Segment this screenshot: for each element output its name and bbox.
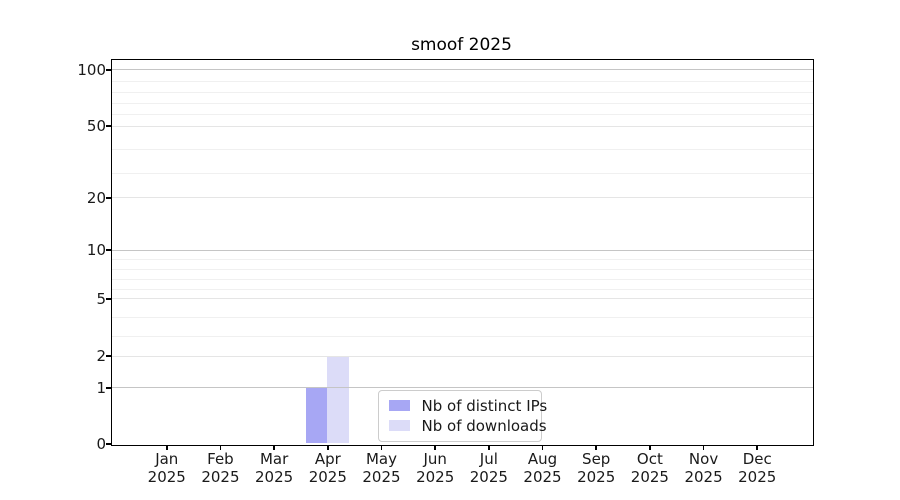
x-tick-jun: [434, 445, 436, 450]
x-tick-aug: [541, 445, 544, 450]
y-tick-10: [105, 249, 111, 251]
y-tick-0: [105, 443, 111, 445]
gridline-1: [111, 387, 813, 389]
x-tick-label-apr: Apr 2025: [293, 450, 363, 486]
x-tick-mar: [273, 445, 275, 450]
gridline-20: [111, 197, 813, 199]
x-tick-month: Apr: [314, 450, 341, 468]
x-tick-year: 2025: [255, 467, 294, 486]
x-tick-label-oct: Oct 2025: [615, 450, 685, 486]
legend: Nb of distinct IPs Nb of downloads: [377, 389, 547, 442]
minor-gridline-60: [111, 114, 813, 116]
x-tick-year: 2025: [523, 467, 562, 486]
y-tick-2: [105, 355, 111, 357]
y-tick-label-2: 2: [96, 347, 106, 366]
x-tick-sep: [595, 445, 597, 450]
x-tick-apr: [327, 445, 329, 450]
minor-gridline-70: [111, 103, 813, 105]
gridline-10: [111, 249, 813, 251]
minor-gridline-40: [111, 149, 813, 151]
y-tick-20: [105, 197, 111, 199]
y-tick-label-1: 1: [96, 378, 106, 397]
x-tick-label-aug: Aug 2025: [508, 450, 578, 486]
gridline-50: [111, 125, 813, 127]
y-tick-label-0: 0: [96, 435, 106, 453]
x-tick-month: May: [365, 450, 397, 468]
bar-downloads-apr: [327, 355, 349, 444]
x-tick-month: Mar: [259, 450, 289, 468]
x-tick-year: 2025: [201, 467, 240, 486]
gridline-2: [111, 355, 813, 357]
minor-gridline-7: [111, 278, 813, 280]
x-tick-jan: [166, 445, 168, 450]
x-tick-label-jun: Jun 2025: [400, 450, 470, 486]
gridline-100: [111, 69, 813, 71]
x-tick-dec: [756, 445, 758, 450]
x-tick-label-feb: Feb 2025: [185, 450, 255, 486]
y-tick-100: [105, 69, 111, 71]
x-tick-month: Jan: [155, 450, 179, 468]
x-tick-month: Jun: [423, 450, 447, 468]
y-tick-label-50: 50: [86, 117, 106, 136]
y-tick-label-5: 5: [96, 289, 106, 308]
minor-gridline-9: [111, 259, 813, 261]
x-tick-year: 2025: [630, 467, 669, 486]
minor-gridline-6: [111, 288, 813, 290]
y-tick-label-100: 100: [77, 60, 106, 79]
plot-area: Nb of distinct IPs Nb of downloads: [110, 58, 814, 446]
minor-gridline-3: [111, 336, 813, 338]
x-tick-month: Aug: [527, 450, 558, 468]
y-tick-5: [105, 298, 111, 300]
legend-swatch-distinct-ips: [388, 400, 410, 411]
legend-swatch-downloads: [388, 420, 410, 431]
minor-gridline-80: [111, 91, 813, 93]
x-tick-label-dec: Dec 2025: [722, 450, 792, 486]
minor-gridline-90: [111, 80, 813, 82]
x-tick-month: Dec: [742, 450, 772, 468]
x-tick-label-jan: Jan 2025: [132, 450, 202, 486]
legend-item-distinct-ips: Nb of distinct IPs: [388, 396, 547, 416]
minor-gridline-30: [111, 173, 813, 175]
x-tick-month: Nov: [688, 450, 719, 468]
minor-gridline-4: [111, 317, 813, 319]
x-tick-year: 2025: [684, 467, 723, 486]
x-tick-jul: [488, 445, 490, 450]
x-tick-nov: [702, 445, 705, 450]
bar-distinct-ips-apr: [305, 387, 328, 444]
x-tick-year: 2025: [362, 467, 401, 486]
y-tick-label-10: 10: [86, 241, 106, 260]
legend-label-distinct-ips: Nb of distinct IPs: [421, 396, 548, 415]
x-tick-feb: [219, 445, 222, 450]
x-tick-oct: [649, 445, 651, 450]
chart-title: smoof 2025: [411, 35, 512, 55]
x-tick-may: [380, 445, 383, 450]
x-tick-label-mar: Mar 2025: [239, 450, 309, 486]
x-tick-month: Feb: [207, 450, 234, 468]
x-tick-year: 2025: [308, 467, 347, 486]
x-tick-year: 2025: [416, 467, 455, 486]
x-tick-label-jul: Jul 2025: [454, 450, 524, 486]
x-tick-year: 2025: [738, 467, 777, 486]
x-tick-label-may: May 2025: [346, 450, 416, 486]
x-tick-label-sep: Sep 2025: [561, 450, 631, 486]
x-tick-label-nov: Nov 2025: [669, 450, 739, 486]
x-tick-month: Jul: [479, 450, 498, 468]
x-tick-month: Sep: [582, 450, 611, 468]
minor-gridline-8: [111, 269, 813, 271]
gridline-5: [111, 298, 813, 300]
y-tick-label-20: 20: [86, 188, 106, 207]
legend-item-downloads: Nb of downloads: [388, 416, 547, 436]
legend-label-downloads: Nb of downloads: [421, 416, 547, 435]
y-tick-50: [105, 125, 111, 127]
y-tick-1: [105, 387, 111, 389]
x-tick-month: Oct: [636, 450, 663, 468]
x-tick-year: 2025: [469, 467, 508, 486]
x-tick-year: 2025: [577, 467, 616, 486]
x-tick-year: 2025: [147, 467, 186, 486]
